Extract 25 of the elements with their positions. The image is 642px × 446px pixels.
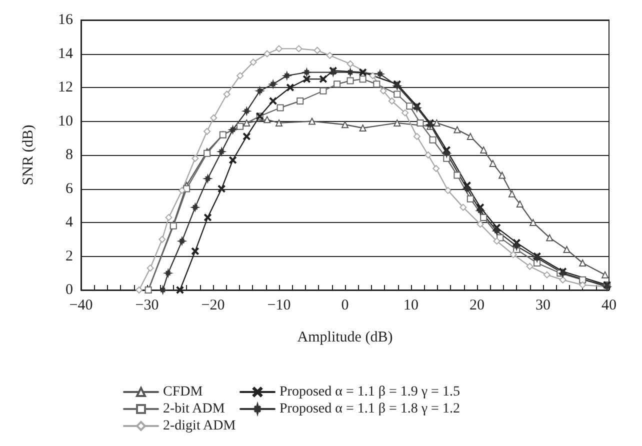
y-tick-label: 16 (58, 12, 74, 28)
legend-label: CFDM (163, 384, 204, 400)
legend-label: 2-bit ADM (163, 402, 226, 416)
y-tick-label: 0 (66, 282, 73, 298)
x-tick-label: 10 (404, 298, 418, 314)
legend-label: Proposed α = 1.1 β = 1.9 γ = 1.5 (280, 384, 460, 400)
y-tick-label: 12 (58, 80, 73, 96)
y-tick-label: 14 (58, 46, 74, 62)
x-tick-label: 40 (602, 298, 616, 314)
y-axis-title: SNR (dB) (20, 124, 36, 186)
x-tick-label: 30 (536, 298, 550, 314)
x-tick-label: −20 (201, 298, 225, 314)
y-tick-label: 6 (66, 180, 74, 197)
x-tick-label: 20 (470, 298, 484, 314)
y-tick-label: 10 (58, 113, 73, 130)
y-tick-label: 8 (66, 147, 73, 163)
x-axis-title: Amplitude (dB) (297, 330, 393, 346)
x-tick-label: −40 (69, 298, 93, 314)
y-tick-label: 4 (66, 214, 74, 230)
legend-label: 2-digit ADM (163, 418, 236, 434)
x-tick-label: −10 (267, 298, 291, 314)
x-tick-label: −30 (135, 298, 159, 314)
x-tick-label: 0 (341, 298, 349, 314)
legend-label: Proposed α = 1.1 β = 1.8 γ = 1.2 (280, 402, 460, 416)
y-tick-label: 2 (66, 248, 73, 264)
